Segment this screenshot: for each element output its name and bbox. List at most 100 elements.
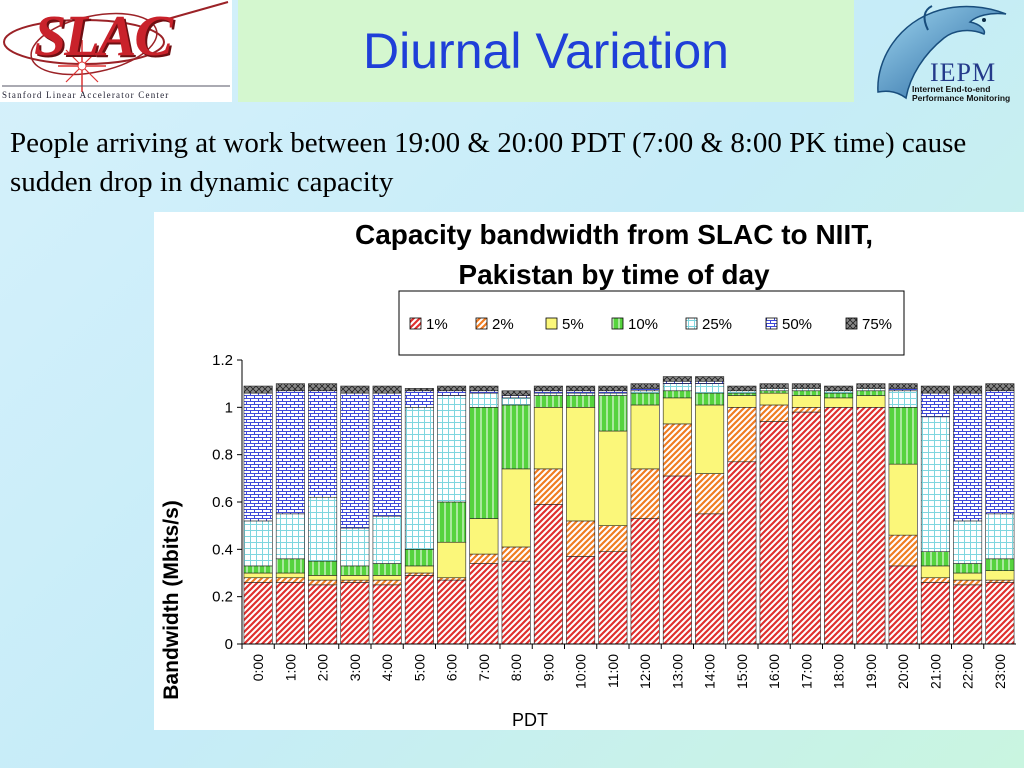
- bar-segment-5pct-500: [404, 565, 434, 574]
- bar-segment-75pct-1000: [566, 385, 596, 392]
- chart-title: Capacity bandwidth from SLAC to NIIT,: [355, 219, 873, 250]
- bar-segment-1pct-700: [469, 563, 499, 645]
- bar-segment-1pct-1800: [824, 407, 854, 645]
- bar-segment-1pct-2100: [920, 582, 950, 645]
- bar-segment-2pct-1300: [662, 423, 692, 477]
- iepm-logo: [858, 0, 1024, 110]
- bar-segment-1pct-200: [308, 584, 338, 645]
- y-tick-label: 0.6: [212, 494, 233, 511]
- bar-segment-10pct-2000: [888, 407, 918, 465]
- bar-segment-25pct-1800: [824, 390, 854, 394]
- bar-segment-2pct-300: [340, 579, 370, 583]
- x-tick-label: 6:00: [444, 654, 460, 681]
- bar-segment-2pct-200: [308, 579, 338, 586]
- stacked-bar-chart: Capacity bandwidth from SLAC to NIIT, Pa…: [160, 219, 1016, 730]
- chart-axes: 0 0.2 0.4 0.6 0.8 1 1.2 0:00 1:00 2:00 3:00 4:00 5:0…: [212, 352, 1016, 689]
- bar-segment-1pct-1700: [791, 411, 821, 645]
- x-tick-label: 1:00: [282, 654, 298, 681]
- bar-segment-1pct-1400: [695, 513, 725, 645]
- y-axis-label: Bandwidth (Mbits/s): [160, 500, 183, 699]
- x-tick-label: 2:00: [315, 654, 331, 681]
- x-tick-label: 21:00: [927, 654, 943, 689]
- bar-segment-50pct-1300: [662, 381, 692, 384]
- bar-segment-75pct-500: [404, 388, 434, 392]
- legend-swatch-75pct: [845, 317, 858, 330]
- plot-area: [243, 376, 1015, 645]
- bar-segment-25pct-1900: [856, 388, 886, 392]
- y-tick-label: 0: [225, 636, 233, 653]
- bar-segment-10pct-100: [275, 558, 305, 574]
- bar-segment-10pct-1800: [824, 392, 854, 399]
- bar-segment-2pct-700: [469, 553, 499, 564]
- bar-segment-25pct-1100: [598, 392, 628, 396]
- x-tick-label: 3:00: [347, 654, 363, 681]
- bar-segment-50pct-300: [340, 392, 370, 529]
- bar-segment-10pct-500: [404, 549, 434, 567]
- bar-segment-75pct-1600: [759, 383, 789, 389]
- star-icon: [58, 40, 106, 92]
- bar-segment-1pct-300: [340, 582, 370, 645]
- bar-segment-1pct-800: [501, 560, 531, 645]
- bar-segment-5pct-1700: [791, 395, 821, 408]
- bar-segment-5pct-2200: [953, 572, 983, 581]
- legend-swatch-1pct: [409, 317, 422, 330]
- legend-label: 2%: [492, 316, 514, 333]
- bar-segment-25pct-1600: [759, 388, 789, 392]
- bar-segment-10pct-1600: [759, 390, 789, 394]
- bar-segment-5pct-600: [437, 541, 467, 579]
- bar-segment-5pct-700: [469, 518, 499, 555]
- bar-segment-75pct-400: [372, 385, 402, 394]
- bar-segment-25pct-600: [437, 395, 467, 503]
- bar-segment-75pct-900: [533, 385, 563, 392]
- legend-swatch-25pct: [685, 317, 698, 330]
- bar-segment-2pct-1500: [727, 407, 757, 463]
- bar-segment-10pct-600: [437, 501, 467, 543]
- bar-segment-5pct-000: [243, 572, 273, 579]
- bar-segment-2pct-100: [275, 577, 305, 583]
- x-tick-label: 5:00: [411, 654, 427, 681]
- x-tick-label: 8:00: [508, 654, 524, 681]
- bar-segment-75pct-1700: [791, 383, 821, 389]
- x-tick-label: 9:00: [540, 654, 556, 681]
- slac-logo-text: SLAC: [34, 3, 173, 68]
- bar-segment-5pct-100: [275, 572, 305, 579]
- bar-segment-2pct-1200: [630, 468, 660, 519]
- bar-segment-5pct-1000: [566, 407, 596, 522]
- iepm-logo-text: IEPM: [930, 58, 997, 87]
- y-tick-label: 1: [225, 399, 233, 416]
- bar-segment-50pct-900: [533, 390, 563, 394]
- legend-label: 50%: [782, 316, 812, 333]
- chart-legend: 1% 2% 5% 10% 25% 50% 75%: [398, 290, 905, 356]
- bar-segment-50pct-2100: [920, 392, 950, 418]
- bar-segment-50pct-2000: [888, 388, 918, 392]
- bar-segment-25pct-1700: [791, 388, 821, 392]
- bar-segment-75pct-1400: [695, 376, 725, 382]
- x-tick-label: 12:00: [637, 654, 653, 689]
- bar-segment-2pct-1100: [598, 525, 628, 552]
- bar-segment-5pct-2000: [888, 463, 918, 536]
- bar-segment-2pct-1600: [759, 404, 789, 422]
- slide-caption: People arriving at work between 19:00 & …: [10, 127, 967, 198]
- bar-segment-5pct-1500: [727, 395, 757, 408]
- bar-segment-10pct-1500: [727, 392, 757, 396]
- x-tick-label: 23:00: [992, 654, 1008, 689]
- x-tick-label: 19:00: [863, 654, 879, 689]
- bar-segment-2pct-1400: [695, 473, 725, 515]
- legend-swatch-10pct: [611, 317, 624, 330]
- legend-label: 1%: [426, 316, 448, 333]
- bar-segment-25pct-2000: [888, 390, 918, 408]
- slac-orbit-graphic: [2, 1, 230, 92]
- bar-segment-10pct-200: [308, 560, 338, 576]
- bar-segment-25pct-200: [308, 496, 338, 562]
- x-axis-label: PDT: [512, 710, 548, 730]
- bar-segment-50pct-000: [243, 392, 273, 522]
- bar-segment-10pct-1400: [695, 392, 725, 406]
- bar-segment-50pct-1400: [695, 381, 725, 384]
- bar-segment-75pct-1500: [727, 385, 757, 392]
- bar-segment-75pct-300: [340, 385, 370, 394]
- bar-segment-5pct-800: [501, 468, 531, 548]
- bar-segment-1pct-1100: [598, 551, 628, 645]
- bar-segment-1pct-2300: [985, 582, 1015, 645]
- bar-segment-50pct-400: [372, 392, 402, 517]
- bar-segment-10pct-800: [501, 404, 531, 470]
